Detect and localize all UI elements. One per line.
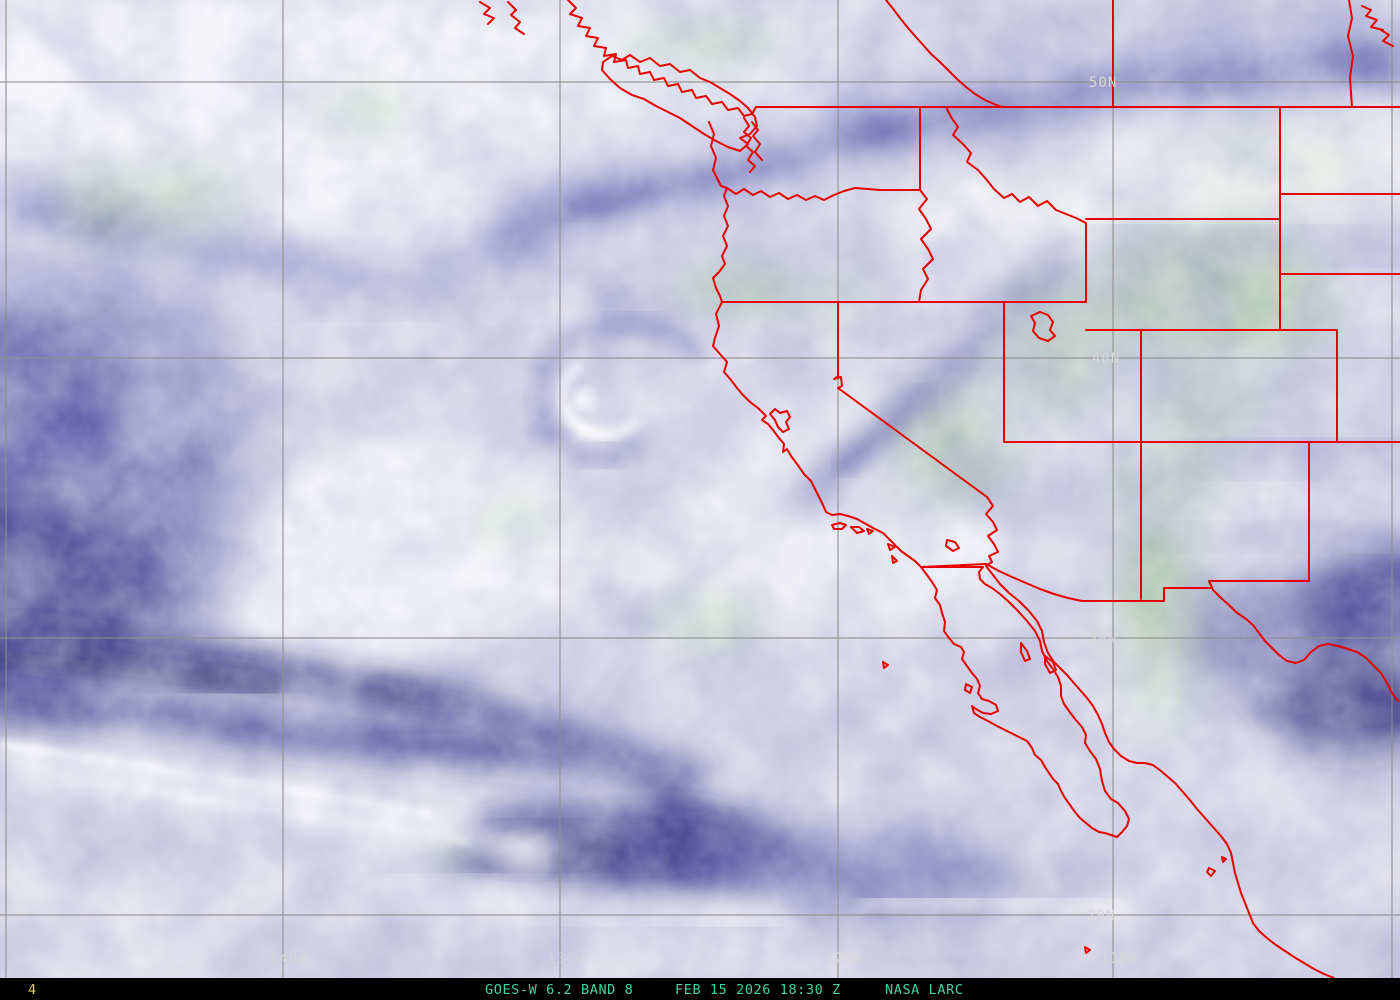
lat-label-30n: 30N <box>1089 631 1117 647</box>
coastline-bc-islands <box>479 1 525 35</box>
salton-sea <box>945 539 960 552</box>
lon-label-120w: 120W <box>825 951 863 967</box>
caption-bar-background <box>0 978 1400 1000</box>
lon-label-140w: 140W <box>270 951 308 967</box>
border-arizona-mexico <box>985 563 1213 602</box>
guadalupe-island <box>882 661 889 669</box>
border-idaho-montana <box>945 106 1087 224</box>
datetime-label: FEB 15 2026 18:30 Z <box>675 982 841 998</box>
great-salt-lake <box>1030 311 1056 342</box>
coastline-sonora-sinaloa <box>985 565 1335 978</box>
caption-bar: 4 GOES-W 6.2 BAND 8 FEB 15 2026 18:30 Z … <box>0 978 1400 1000</box>
latlon-grid-overlay <box>0 0 1400 978</box>
product-label: GOES-W 6.2 BAND 8 <box>485 982 633 998</box>
border-washington-oregon-columbia <box>726 187 921 201</box>
border-saskatchewan-manitoba <box>1347 0 1354 108</box>
lat-label-20n: 20N <box>1087 908 1115 924</box>
lat-label-40n: 40N <box>1092 351 1120 367</box>
grid-labels: 50N 40N 30N 20N 140W 130W 120W 110W <box>270 75 1138 967</box>
coastline-vancouver-island <box>601 54 758 152</box>
san-francisco-bay <box>769 408 791 433</box>
lat-label-50n: 50N <box>1089 75 1117 91</box>
border-colorado-river <box>985 496 999 567</box>
tres-marias-islands <box>1206 856 1227 877</box>
border-bc-alberta <box>885 0 1003 108</box>
coastline-puget-sound <box>743 117 763 173</box>
lon-label-110w: 110W <box>1100 951 1138 967</box>
coastline-british-columbia <box>567 0 757 117</box>
noise-texture-grain <box>0 0 1400 978</box>
isla-isabel <box>1084 946 1091 954</box>
coastline-west-coast <box>708 121 922 568</box>
map-borders-overlay <box>479 0 1400 978</box>
border-california-nevada <box>833 301 988 498</box>
gulf-of-california-islands <box>964 642 1057 694</box>
border-newmexico-texas <box>1208 441 1310 582</box>
border-rio-grande <box>1208 580 1399 702</box>
border-oregon-idaho-snake <box>918 189 934 303</box>
frame-number-label: 4 <box>28 982 36 998</box>
lon-label-130w: 130W <box>547 951 585 967</box>
channel-islands <box>831 522 898 564</box>
manitoba-lakes <box>1361 5 1394 47</box>
credit-label: NASA LARC <box>885 982 964 998</box>
